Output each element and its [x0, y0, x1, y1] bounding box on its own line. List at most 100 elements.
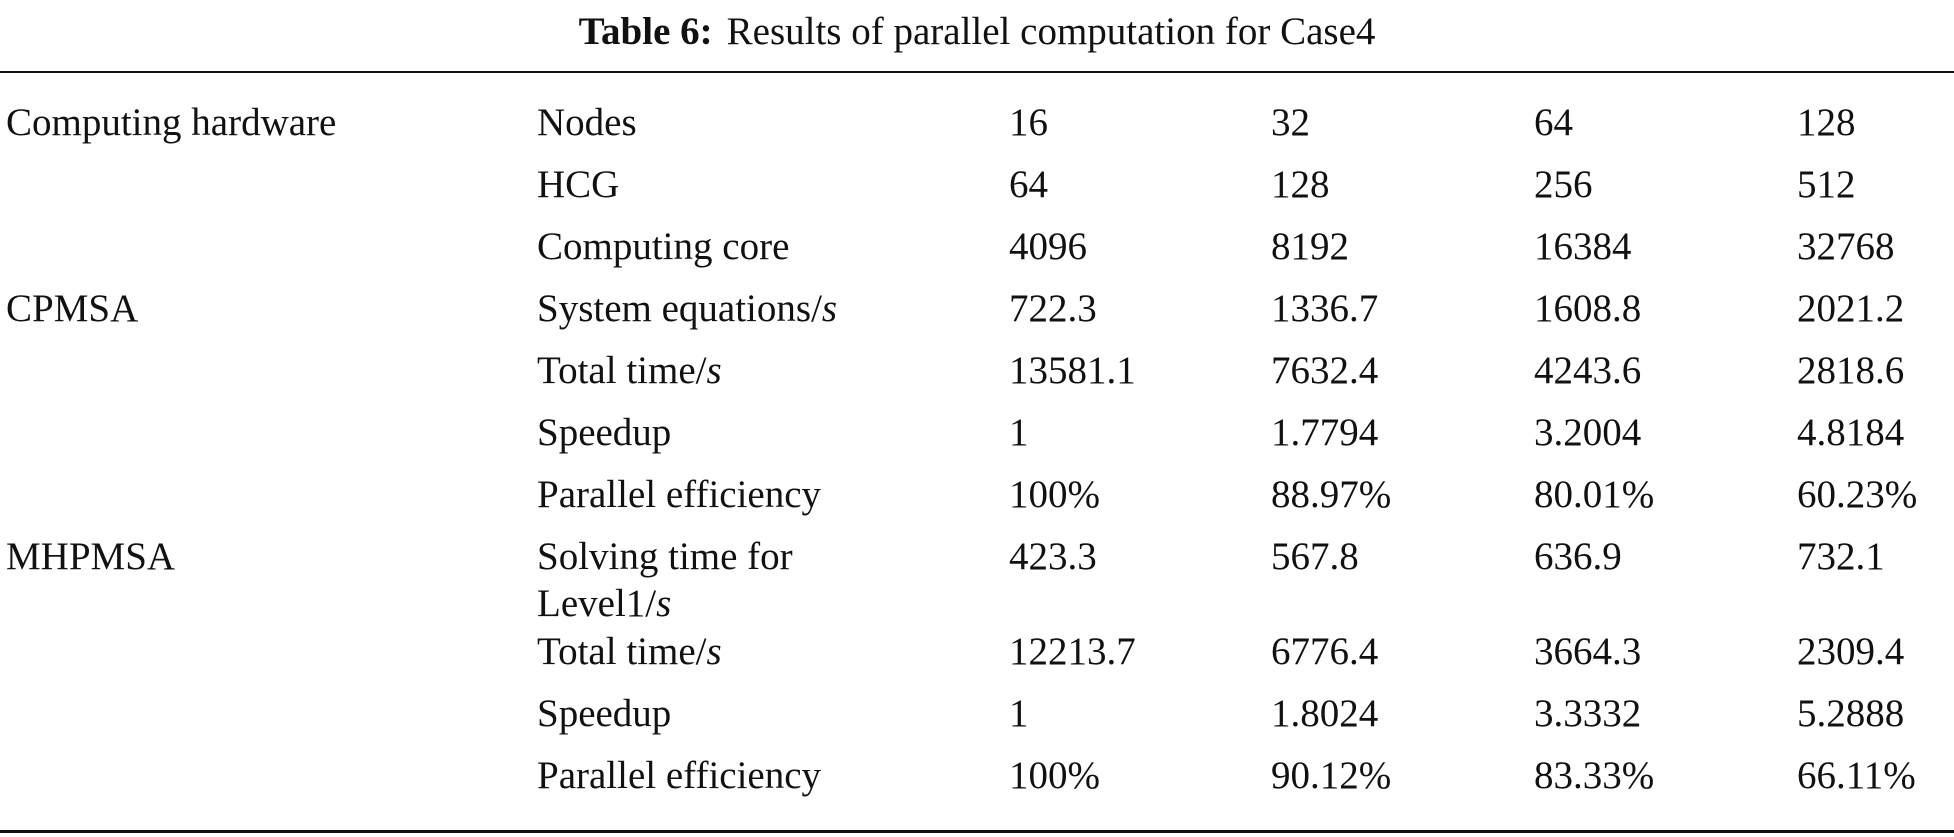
group-label — [0, 471, 537, 533]
value-cell: 722.3 — [1009, 287, 1097, 330]
top-rule — [0, 71, 1954, 73]
group-label — [0, 690, 537, 752]
value-cell: 90.12% — [1271, 754, 1392, 797]
table-row: Total time/s 12213.7 6776.4 3664.3 2309.… — [0, 628, 1954, 690]
group-label — [0, 628, 537, 690]
value-cell: 88.97% — [1271, 473, 1392, 516]
group-label: Computing hardware — [6, 101, 337, 144]
value-cell: 2021.2 — [1797, 287, 1905, 330]
value-cell: 4096 — [1009, 225, 1087, 268]
value-cell: 1608.8 — [1534, 287, 1642, 330]
metric-line-2: Level1/s — [537, 580, 1009, 627]
value-cell: 83.33% — [1534, 754, 1655, 797]
value-cell: 32 — [1271, 101, 1310, 144]
value-cell: 512 — [1797, 163, 1856, 206]
value-cell: 66.11% — [1797, 754, 1916, 797]
table-row: Speedup 1 1.8024 3.3332 5.2888 — [0, 690, 1954, 752]
metric-label: Solving time for Level1/s — [537, 533, 1009, 628]
value-cell: 732.1 — [1797, 535, 1885, 578]
metric-text: Parallel efficiency — [537, 473, 822, 516]
metric-label: System equations/s — [537, 285, 1009, 347]
value-cell: 2818.6 — [1797, 349, 1905, 392]
value-cell: 3.2004 — [1534, 411, 1642, 454]
value-cell: 16384 — [1534, 225, 1632, 268]
value-cell: 64 — [1534, 101, 1573, 144]
value-cell: 16 — [1009, 101, 1048, 144]
caption-label: Table 6: — [578, 9, 713, 53]
metric-unit: s — [706, 349, 722, 392]
metric-text: Speedup — [537, 411, 672, 454]
value-cell: 1.8024 — [1271, 692, 1379, 735]
value-cell: 1 — [1009, 411, 1029, 454]
table-row: Parallel efficiency 100% 90.12% 83.33% 6… — [0, 752, 1954, 814]
metric-text: Total time/ — [537, 349, 707, 392]
metric-label: Total time/s — [537, 347, 1009, 409]
bottom-rule — [0, 830, 1954, 833]
metric-label: Total time/s — [537, 628, 1009, 690]
metric-label: Speedup — [537, 690, 1009, 752]
metric-unit: s — [821, 287, 838, 330]
table-row: Computing core 4096 8192 16384 32768 — [0, 223, 1954, 285]
metric-unit: s — [706, 630, 722, 673]
metric-text-2: Level1/ — [537, 582, 657, 625]
value-cell: 1336.7 — [1271, 287, 1379, 330]
value-cell: 423.3 — [1009, 535, 1097, 578]
value-cell: 1 — [1009, 692, 1029, 735]
value-cell: 12213.7 — [1009, 630, 1136, 673]
metric-text: Computing core — [537, 225, 790, 268]
table-row: Speedup 1 1.7794 3.2004 4.8184 — [0, 409, 1954, 471]
group-label — [0, 409, 537, 471]
group-label — [0, 752, 537, 814]
metric-text: Nodes — [537, 101, 637, 144]
metric-text: Solving time for — [537, 535, 793, 578]
value-cell: 256 — [1534, 163, 1593, 206]
value-cell: 567.8 — [1271, 535, 1359, 578]
table-row: Computing hardware Nodes 16 32 64 128 — [0, 99, 1954, 161]
caption-text: Results of parallel computation for Case… — [726, 9, 1376, 53]
group-label — [0, 161, 537, 223]
value-cell: 60.23% — [1797, 473, 1918, 516]
value-cell: 3.3332 — [1534, 692, 1642, 735]
metric-label: Speedup — [537, 409, 1009, 471]
metric-text: Parallel efficiency — [537, 754, 822, 797]
value-cell: 6776.4 — [1271, 630, 1379, 673]
metric-label: HCG — [537, 161, 1009, 223]
value-cell: 636.9 — [1534, 535, 1622, 578]
value-cell: 80.01% — [1534, 473, 1655, 516]
results-table: Computing hardware Nodes 16 32 64 128 HC… — [0, 99, 1954, 814]
group-label: MHPMSA — [6, 535, 176, 578]
table-caption: Table 6: Results of parallel computation… — [0, 0, 1954, 62]
group-label — [0, 223, 537, 285]
value-cell: 2309.4 — [1797, 630, 1905, 673]
metric-label: Computing core — [537, 223, 1009, 285]
value-cell: 100% — [1009, 754, 1100, 797]
value-cell: 64 — [1009, 163, 1048, 206]
group-label — [0, 347, 537, 409]
metric-text: Total time/ — [537, 630, 707, 673]
metric-label: Nodes — [537, 99, 1009, 161]
table-row: MHPMSA Solving time for Level1/s 423.3 5… — [0, 533, 1954, 628]
value-cell: 8192 — [1271, 225, 1349, 268]
value-cell: 4243.6 — [1534, 349, 1642, 392]
value-cell: 128 — [1797, 101, 1856, 144]
value-cell: 5.2888 — [1797, 692, 1905, 735]
table-row: Total time/s 13581.1 7632.4 4243.6 2818.… — [0, 347, 1954, 409]
metric-text: HCG — [537, 163, 620, 206]
group-label: CPMSA — [6, 287, 139, 330]
table-row: HCG 64 128 256 512 — [0, 161, 1954, 223]
value-cell: 32768 — [1797, 225, 1895, 268]
table-row: Parallel efficiency 100% 88.97% 80.01% 6… — [0, 471, 1954, 533]
value-cell: 13581.1 — [1009, 349, 1136, 392]
value-cell: 100% — [1009, 473, 1100, 516]
value-cell: 1.7794 — [1271, 411, 1379, 454]
metric-text: System equations/ — [537, 287, 822, 330]
value-cell: 3664.3 — [1534, 630, 1642, 673]
value-cell: 7632.4 — [1271, 349, 1379, 392]
table-row: CPMSA System equations/s 722.3 1336.7 16… — [0, 285, 1954, 347]
metric-label: Parallel efficiency — [537, 471, 1009, 533]
value-cell: 128 — [1271, 163, 1330, 206]
metric-text: Speedup — [537, 692, 672, 735]
metric-label: Parallel efficiency — [537, 752, 1009, 814]
value-cell: 4.8184 — [1797, 411, 1905, 454]
metric-unit: s — [656, 582, 672, 625]
